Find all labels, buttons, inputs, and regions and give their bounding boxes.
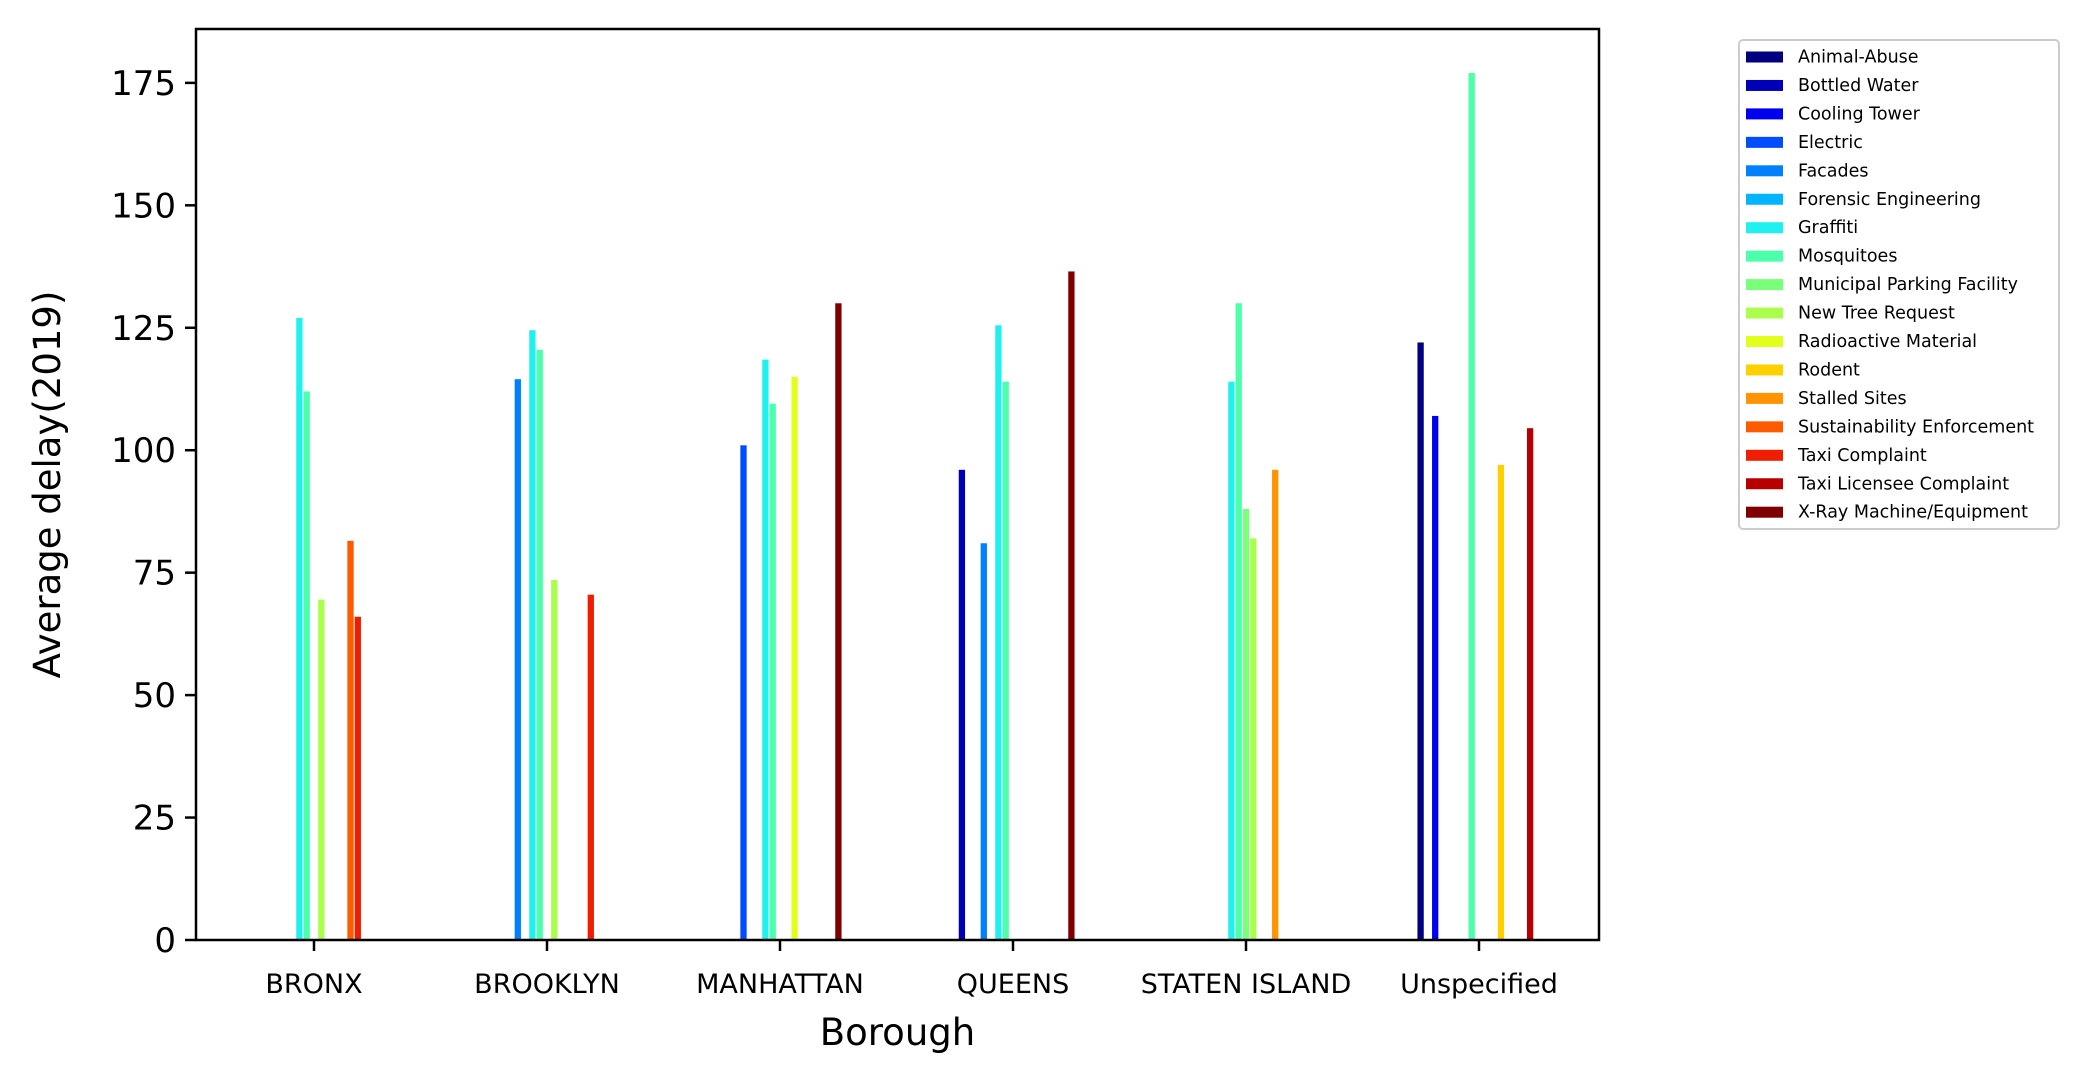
bar-taxi-complaint-bronx [354, 616, 361, 940]
bar-rodent-unspecified [1497, 464, 1505, 940]
legend-swatch [1746, 51, 1783, 63]
legend-label: Municipal Parking Facility [1798, 275, 2018, 295]
bar-electric-manhattan [740, 445, 747, 940]
legend-label: Sustainability Enforcement [1798, 417, 2034, 437]
legend-label: Animal-Abuse [1798, 48, 1919, 68]
legend-label: Stalled Sites [1798, 389, 1907, 409]
legend-label: Bottled Water [1798, 76, 1919, 96]
y-tick-label: 150 [111, 186, 176, 226]
legend: Animal-Abuse Bottled Water Cooling Tower El… [1738, 39, 2060, 530]
legend-label: New Tree Request [1798, 304, 1955, 324]
bar-graffiti-bronx [296, 317, 303, 941]
legend-swatch [1746, 307, 1783, 319]
legend-label: Taxi Complaint [1797, 446, 1927, 466]
legend-swatch [1746, 222, 1783, 234]
bar-animal-abuse-unspecified [1417, 342, 1424, 941]
bar-radioactive-material-manhattan [791, 376, 798, 940]
bar-new-tree-request-bronx [318, 599, 325, 940]
legend-frame [1738, 39, 2060, 530]
legend-swatch [1746, 336, 1783, 347]
bar-mosquitoes-manhattan [769, 403, 776, 940]
legend-swatch [1746, 279, 1783, 291]
bar-mosquitoes-staten-island [1235, 303, 1242, 940]
y-tick-label: 25 [133, 799, 176, 839]
bar-mosquitoes-brooklyn [536, 349, 543, 940]
x-axis-label: Borough [820, 1011, 975, 1054]
x-tick-label: BROOKLYN [474, 969, 620, 1000]
y-axis-label: Average delay(2019) [26, 291, 69, 679]
bar-bottled-water-queens [958, 469, 966, 940]
legend-label: Taxi Licensee Complaint [1797, 474, 2009, 494]
plot-frame [194, 27, 1601, 942]
y-tick-label: 100 [111, 431, 176, 471]
legend-swatch [1746, 506, 1783, 518]
legend-label: Forensic Engineering [1798, 190, 1981, 210]
x-tick-label: MANHATTAN [696, 969, 864, 1000]
legend-items: Animal-Abuse Bottled Water Cooling Tower El… [1746, 48, 2034, 523]
bar-mosquitoes-unspecified [1468, 73, 1475, 940]
bars-layer [296, 73, 1534, 941]
y-tick-label: 50 [133, 676, 176, 716]
bar-new-tree-request-staten-island [1250, 538, 1257, 940]
legend-label: Rodent [1798, 360, 1860, 380]
x-axis-ticks: BRONX BROOKLYN MANHATTAN QUEENS STATEN ISLAN… [265, 940, 1558, 1000]
bar-x-ray-machine-equipment-queens [1068, 271, 1075, 940]
legend-label: X-Ray Machine/Equipment [1798, 503, 2028, 523]
x-tick-label: Unspecified [1400, 969, 1558, 1000]
bar-taxi-licensee-complaint-unspecified [1526, 428, 1534, 940]
bar-mosquitoes-queens [1002, 381, 1009, 940]
y-tick-label: 0 [154, 921, 176, 961]
bar-x-ray-machine-equipment-manhattan [835, 303, 842, 940]
bar-graffiti-manhattan [762, 359, 769, 941]
bar-cooling-tower-unspecified [1432, 415, 1439, 940]
bar-facades-brooklyn [514, 379, 521, 940]
legend-swatch [1746, 421, 1783, 433]
legend-swatch [1746, 364, 1783, 376]
legend-swatch [1746, 250, 1783, 262]
legend-label: Electric [1798, 133, 1863, 153]
bar-sustainability-enforcement-bronx [347, 540, 354, 940]
x-tick-label: QUEENS [957, 969, 1069, 1000]
legend-label: Mosquitoes [1798, 247, 1897, 267]
x-tick-label: BRONX [265, 969, 362, 1000]
legend-swatch [1746, 478, 1783, 490]
legend-swatch [1746, 165, 1783, 177]
bar-taxi-complaint-brooklyn [587, 594, 594, 940]
bar-facades-queens [980, 543, 987, 940]
bar-graffiti-queens [995, 325, 1002, 940]
legend-label: Graffiti [1798, 218, 1858, 238]
bar-new-tree-request-brooklyn [551, 580, 558, 940]
legend-label: Facades [1798, 161, 1869, 181]
legend-label: Radioactive Material [1798, 332, 1977, 352]
legend-swatch [1746, 79, 1783, 91]
bar-stalled-sites-staten-island [1272, 469, 1279, 940]
y-axis-ticks: 0 25 50 75 100 125 150 175 [111, 64, 196, 961]
x-tick-label: STATEN ISLAND [1141, 969, 1351, 1000]
legend-swatch [1746, 136, 1783, 148]
bar-municipal-parking-facility-staten-island [1242, 508, 1250, 940]
bar-mosquitoes-bronx [303, 391, 310, 940]
legend-swatch [1746, 392, 1783, 404]
legend-swatch [1746, 193, 1783, 205]
legend-label: Cooling Tower [1798, 104, 1921, 124]
legend-swatch [1746, 108, 1783, 120]
bar-graffiti-brooklyn [529, 330, 536, 941]
y-tick-label: 175 [111, 64, 176, 104]
y-tick-label: 125 [111, 309, 176, 349]
bar-graffiti-staten-island [1228, 381, 1235, 940]
legend-swatch [1746, 449, 1783, 461]
y-tick-label: 75 [133, 554, 176, 594]
